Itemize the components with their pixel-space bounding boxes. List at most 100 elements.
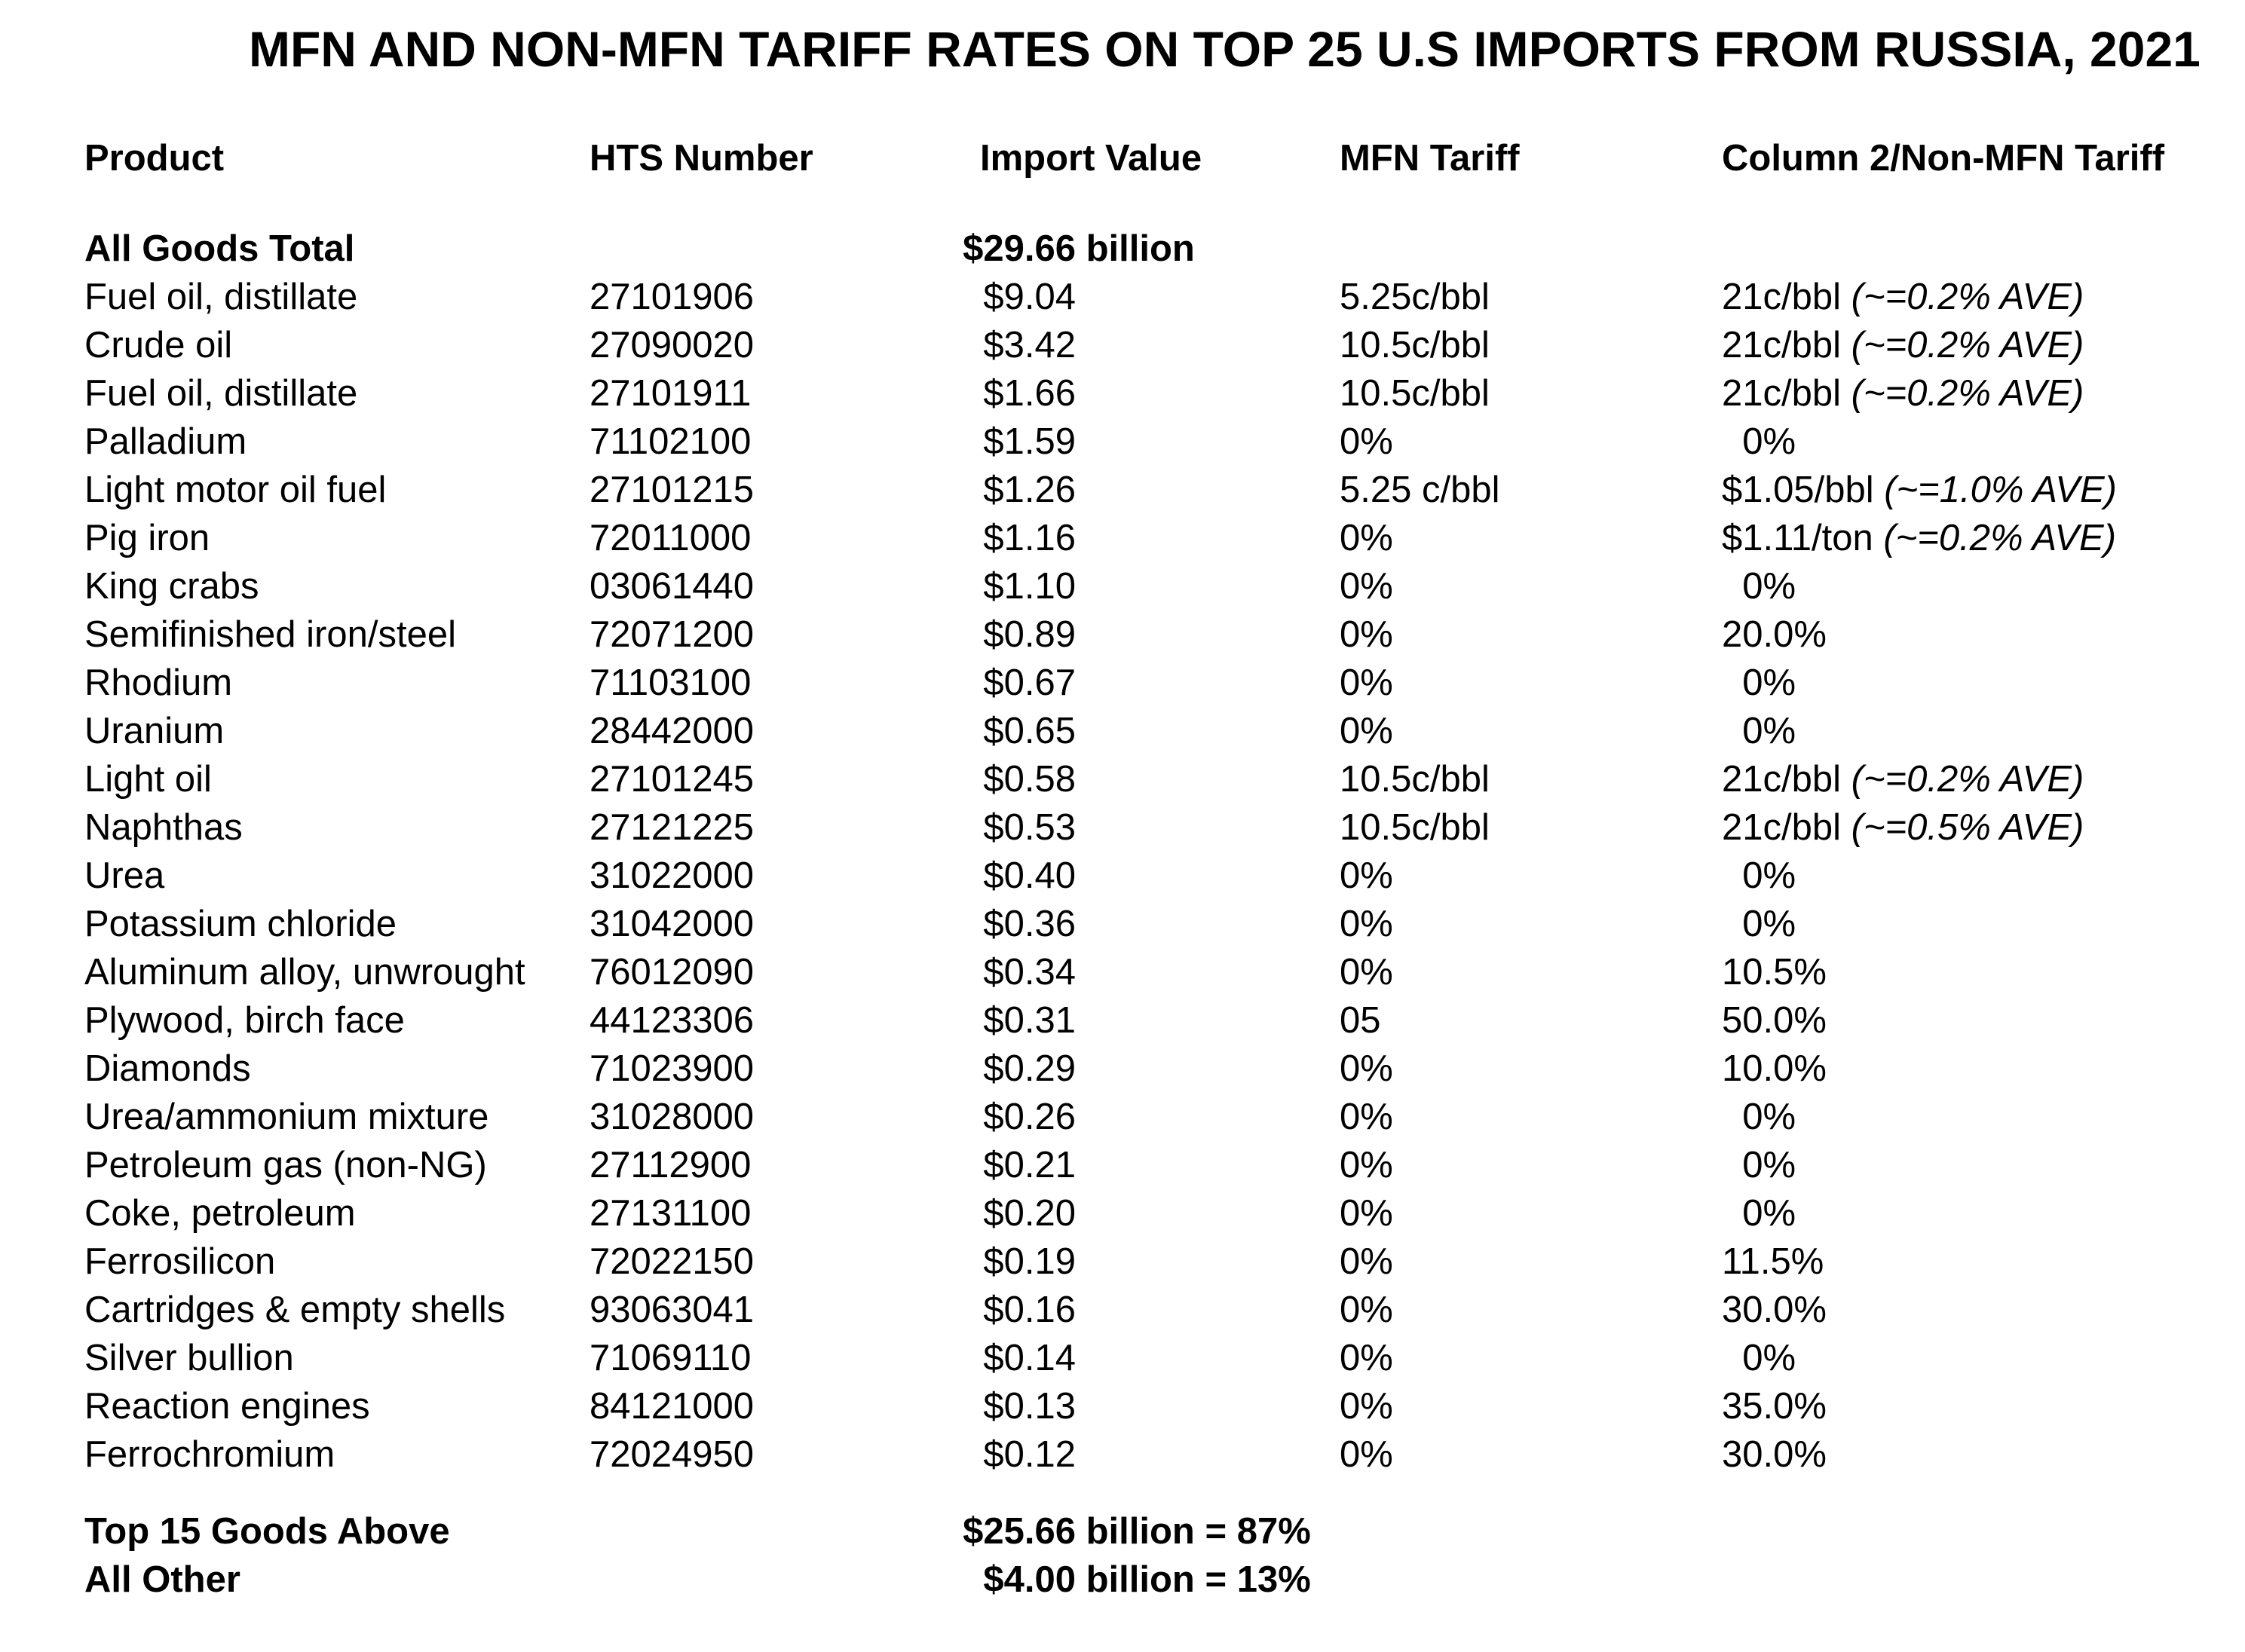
non-mfn-tariff-cell: 21c/bbl (~=0.2% AVE) [1722,761,2084,798]
import-value-suffix: billion = 13% [1076,1559,1311,1600]
import-value-cell: $1.59 [983,421,1076,462]
non-mfn-tariff-value: 0% [1722,1145,1796,1185]
table-row: Urea/ammonium mixture 31028000 $0.26 0% … [0,1099,2245,1147]
product-cell: Petroleum gas (non-NG) [84,1145,487,1185]
hts-number-cell: 84121000 [590,1386,755,1427]
product-cell: Urea/ammonium mixture [84,1097,489,1137]
product-cell: Potassium chloride [84,904,397,944]
non-mfn-tariff-cell: 0% [1722,1099,1796,1136]
non-mfn-tariff-cell: 0% [1722,1147,1796,1184]
hts-number-cell: 27101215 [590,470,755,510]
mfn-tariff-cell: 0% [1340,1338,1393,1378]
hts-number-cell: 72024950 [590,1434,755,1475]
non-mfn-tariff-value: 30.0% [1722,1289,1827,1330]
mfn-tariff-cell: 10.5c/bbl [1340,373,1490,414]
non-mfn-tariff-cell: 0% [1722,424,1796,460]
import-value-cell: $0.21 [983,1145,1076,1185]
product-cell: Palladium [84,421,247,462]
non-mfn-tariff-value: 0% [1722,855,1796,896]
import-value-cell: $0.34 [983,952,1076,993]
table-row: Naphthas 27121225 $0.53 10.5c/bbl 21c/bb… [0,809,2245,858]
non-mfn-tariff-value: 0% [1722,421,1796,462]
table-row: Light motor oil fuel 27101215 $1.26 5.25… [0,472,2245,520]
non-mfn-tariff-value: $1.05/bbl [1722,470,1885,510]
table-row: Silver bullion 71069110 $0.14 0% 0% [0,1340,2245,1388]
product-cell: Uranium [84,711,225,751]
non-mfn-tariff-value: 20.0% [1722,614,1827,655]
hts-number-cell: 28442000 [590,711,755,751]
hts-number-cell: 03061440 [590,566,755,607]
mfn-tariff-cell: 0% [1340,711,1393,751]
product-cell: Light oil [84,759,212,800]
import-value-cell: $0.67 [983,662,1076,703]
mfn-tariff-cell: 10.5c/bbl [1340,325,1490,366]
table-row: Diamonds 71023900 $0.29 0% 10.0% [0,1051,2245,1099]
product-cell: Reaction engines [84,1386,370,1427]
table-row: All Goods Total $29.66 billion [0,231,2245,279]
import-value-cell: $0.26 [983,1097,1076,1137]
product-cell: Rhodium [84,662,233,703]
product-cell: King crabs [84,566,259,607]
hts-number-cell: 31042000 [590,904,755,944]
table-header-row: Product HTS Number Import Value MFN Tari… [0,140,2245,188]
non-mfn-tariff-value: 10.0% [1722,1048,1827,1089]
non-mfn-tariff-value: 21c/bbl [1722,277,1851,317]
import-value-cell: $0.29 [983,1048,1076,1089]
ave-note: (~=0.2% AVE) [1851,277,2084,317]
import-value-cell: $3.42 [983,325,1076,366]
import-value-cell: $0.31 [983,1000,1076,1041]
ave-note: (~=0.2% AVE) [1883,518,2117,558]
hts-number-cell: 71103100 [590,662,752,703]
header-mfn-tariff: MFN Tariff [1340,138,1520,179]
product-cell: Diamonds [84,1048,251,1089]
non-mfn-tariff-value: 21c/bbl [1722,807,1851,848]
non-mfn-tariff-value: 0% [1722,662,1796,703]
table-row: Top 15 Goods Above $25.66 billion = 87% [0,1513,2245,1562]
mfn-tariff-cell: 0% [1340,855,1393,896]
non-mfn-tariff-cell: 30.0% [1722,1292,1827,1329]
import-value-cell: $0.65 [983,711,1076,751]
product-cell: Top 15 Goods Above [84,1511,450,1552]
header-import-value: Import Value [980,138,1202,179]
product-cell: Crude oil [84,325,233,366]
table-row: Pig iron 72011000 $1.16 0% $1.11/ton (~=… [0,520,2245,568]
header-product: Product [84,138,225,179]
ave-note: (~=0.2% AVE) [1851,325,2084,366]
table-row: Rhodium 71103100 $0.67 0% 0% [0,665,2245,713]
non-mfn-tariff-cell: 0% [1722,1340,1796,1377]
product-cell: Semifinished iron/steel [84,614,456,655]
hts-number-cell: 71023900 [590,1048,755,1089]
non-mfn-tariff-cell: 0% [1722,665,1796,702]
non-mfn-tariff-value: 50.0% [1722,1000,1827,1041]
import-value-suffix: billion = 87% [1076,1511,1311,1552]
hts-number-cell: 44123306 [590,1000,755,1041]
mfn-tariff-cell: 5.25c/bbl [1340,277,1490,317]
table-row: Coke, petroleum 27131100 $0.20 0% 0% [0,1195,2245,1244]
hts-number-cell: 71069110 [590,1338,752,1378]
header-non-mfn-tariff: Column 2/Non-MFN Tariff [1722,138,2165,179]
hts-number-cell: 31022000 [590,855,755,896]
mfn-tariff-cell: 0% [1340,662,1393,703]
non-mfn-tariff-value: 21c/bbl [1722,759,1851,800]
ave-note: (~=1.0% AVE) [1884,470,2117,510]
mfn-tariff-cell: 0% [1340,1434,1393,1475]
hts-number-cell: 72011000 [590,518,752,558]
table-row: Fuel oil, distillate 27101906 $9.04 5.25… [0,279,2245,327]
non-mfn-tariff-cell: 0% [1722,1195,1796,1232]
non-mfn-tariff-cell: 30.0% [1722,1436,1827,1473]
mfn-tariff-cell: 0% [1340,1048,1393,1089]
hts-number-cell: 72022150 [590,1241,755,1282]
import-value-cell: $0.19 [983,1241,1076,1282]
import-value-cell: $0.16 [983,1289,1076,1330]
mfn-tariff-cell: 10.5c/bbl [1340,759,1490,800]
mfn-tariff-cell: 0% [1340,1097,1393,1137]
non-mfn-tariff-cell: 21c/bbl (~=0.2% AVE) [1722,327,2084,364]
hts-number-cell: 76012090 [590,952,755,993]
non-mfn-tariff-cell: 35.0% [1722,1388,1827,1425]
import-value-suffix: billion [1076,228,1195,269]
non-mfn-tariff-value: 0% [1722,1097,1796,1137]
import-value-cell: $0.58 [983,759,1076,800]
ave-note: (~=0.2% AVE) [1851,759,2084,800]
import-value-cell: $0.40 [983,855,1076,896]
